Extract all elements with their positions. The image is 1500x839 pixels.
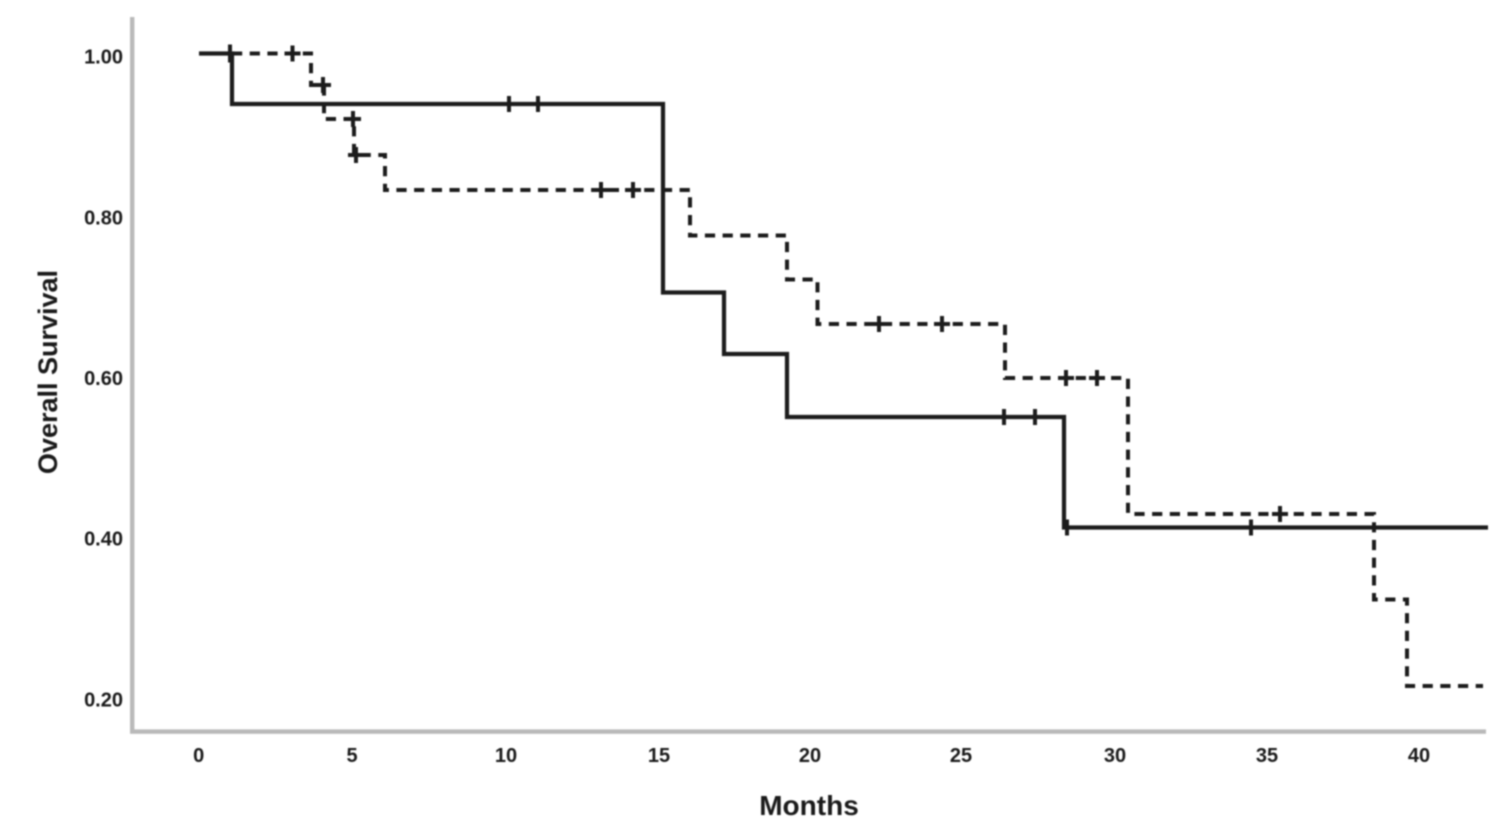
svg-text:35: 35 (1256, 745, 1278, 767)
svg-text:Overall Survival: Overall Survival (33, 270, 63, 474)
svg-text:15: 15 (648, 745, 670, 767)
svg-text:0.60: 0.60 (84, 368, 123, 390)
svg-text:40: 40 (1408, 745, 1430, 767)
svg-text:30: 30 (1104, 745, 1126, 767)
svg-text:20: 20 (799, 745, 821, 767)
svg-text:5: 5 (346, 745, 357, 767)
svg-text:Months: Months (759, 790, 859, 821)
svg-text:10: 10 (495, 745, 517, 767)
svg-text:0: 0 (193, 745, 204, 767)
svg-text:0.80: 0.80 (84, 207, 123, 229)
svg-text:0.40: 0.40 (84, 529, 123, 551)
svg-text:0.20: 0.20 (84, 689, 123, 711)
svg-text:1.00: 1.00 (84, 47, 123, 69)
svg-text:25: 25 (950, 745, 972, 767)
